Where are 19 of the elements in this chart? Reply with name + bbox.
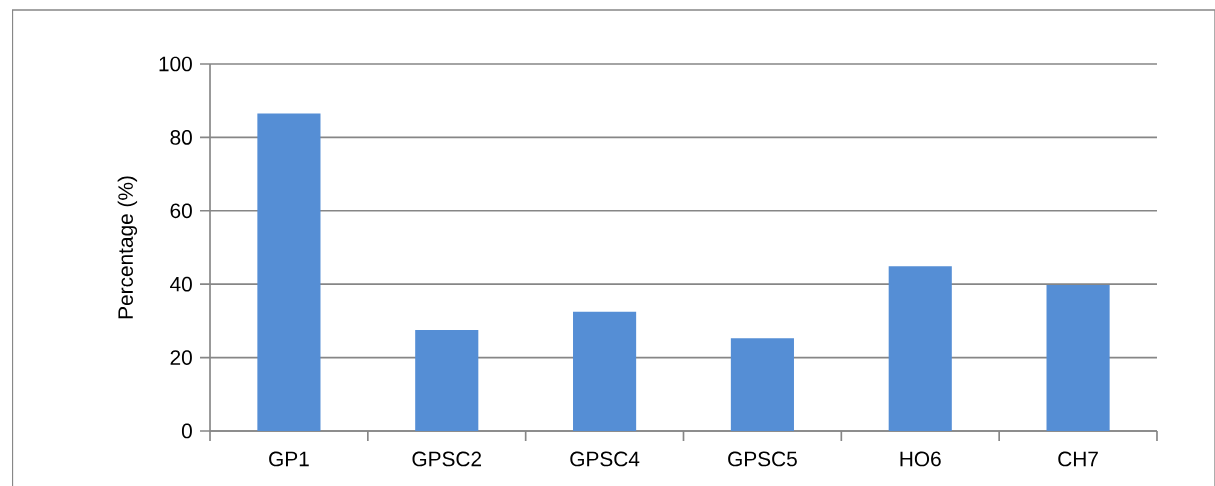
y-tick-label: 80 [170,130,192,145]
x-tick-label: GPSC4 [570,451,640,467]
x-tick-label: GPSC2 [412,451,482,467]
y-tick-label: 20 [170,350,192,365]
bar [730,338,794,431]
y-tick-label: 40 [170,276,192,292]
x-tick-label: GPSC5 [728,451,797,467]
y-tick-label: 60 [170,203,192,219]
bar [415,330,479,431]
x-tick-label: GP1 [269,451,309,467]
bar [888,266,952,431]
bar [573,311,637,431]
bar [1046,284,1110,431]
y-tick-label: 0 [181,423,192,439]
bar [257,113,321,431]
x-tick-label: HO6 [900,451,941,467]
y-tick-label: 100 [159,56,192,72]
x-tick-label: CH7 [1058,451,1098,467]
y-axis-title: Percentage (%) [117,176,138,319]
